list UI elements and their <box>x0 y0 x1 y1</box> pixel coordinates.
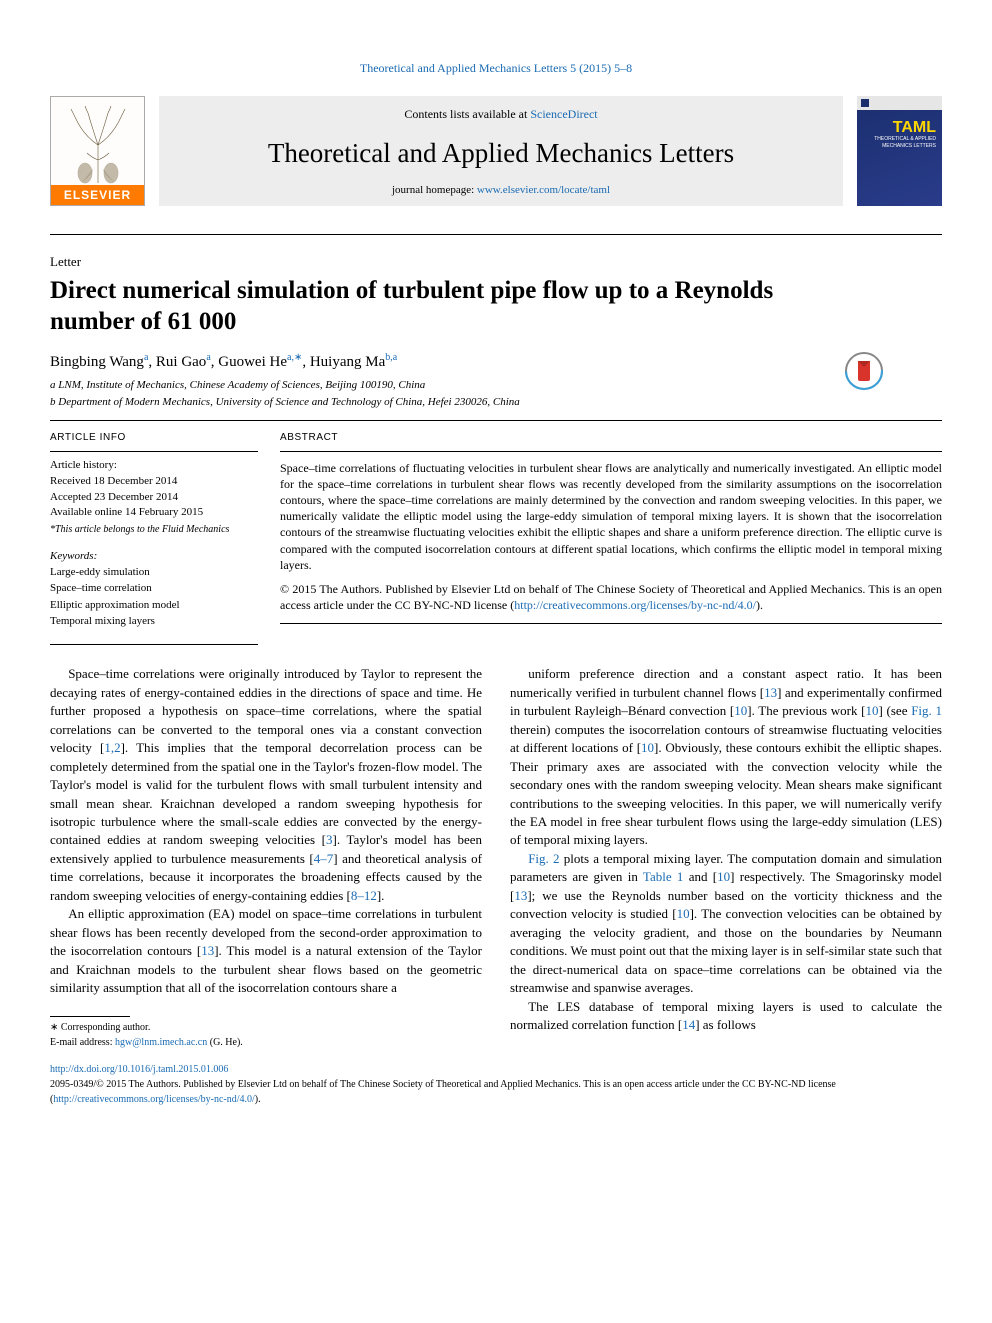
ref-link[interactable]: 14 <box>682 1017 695 1032</box>
body-para: The LES database of temporal mixing laye… <box>510 998 942 1035</box>
author: Rui Gaoa <box>156 354 211 370</box>
doi-link[interactable]: http://dx.doi.org/10.1016/j.taml.2015.01… <box>50 1064 228 1075</box>
bottom-copyright: 2095-0349/© 2015 The Authors. Published … <box>50 1078 942 1107</box>
cover-sub: THEORETICAL & APPLIED MECHANICS LETTERS <box>857 136 936 150</box>
history-item: Available online 14 February 2015 <box>50 505 258 521</box>
elsevier-logo[interactable]: ELSEVIER <box>50 96 145 206</box>
body-para: Fig. 2 plots a temporal mixing layer. Th… <box>510 850 942 998</box>
meta-row: ARTICLE INFO Article history: Received 1… <box>50 431 942 634</box>
affiliation-b: b Department of Modern Mechanics, Univer… <box>50 395 942 410</box>
article-title: Direct numerical simulation of turbulent… <box>50 275 810 338</box>
history-item: Article history: <box>50 458 258 474</box>
running-head: Theoretical and Applied Mechanics Letter… <box>50 60 942 76</box>
history-item: Received 18 December 2014 <box>50 474 258 490</box>
cover-title: TAML THEORETICAL & APPLIED MECHANICS LET… <box>857 120 936 150</box>
homepage-line: journal homepage: www.elsevier.com/locat… <box>179 183 823 198</box>
ref-link[interactable]: 13 <box>514 888 527 903</box>
elsevier-tree-icon <box>63 105 133 185</box>
abstract-copyright: © 2015 The Authors. Published by Elsevie… <box>280 581 942 613</box>
article-info-head: ARTICLE INFO <box>50 431 258 445</box>
article-info: ARTICLE INFO Article history: Received 1… <box>50 431 258 634</box>
keyword: Large-eddy simulation <box>50 564 258 581</box>
ref-link[interactable]: 10 <box>641 740 654 755</box>
abstract-head: ABSTRACT <box>280 431 942 445</box>
ref-link[interactable]: 10 <box>677 906 690 921</box>
ref-link[interactable]: 4–7 <box>314 851 334 866</box>
crossmark-badge[interactable] <box>844 351 884 391</box>
ref-link[interactable]: 13 <box>764 685 777 700</box>
section-label: Letter <box>50 253 942 271</box>
body-para: An elliptic approximation (EA) model on … <box>50 905 482 997</box>
contents-line: Contents lists available at ScienceDirec… <box>179 106 823 122</box>
body-text: Space–time correlations were originally … <box>50 665 942 1050</box>
doi-line: http://dx.doi.org/10.1016/j.taml.2015.01… <box>50 1063 942 1078</box>
meta-top-rule <box>50 420 942 421</box>
cover-thumbnail[interactable]: TAML THEORETICAL & APPLIED MECHANICS LET… <box>857 96 942 206</box>
fig-link[interactable]: Fig. 1 <box>911 703 942 718</box>
abstract: ABSTRACT Space–time correlations of fluc… <box>258 431 942 634</box>
contents-prefix: Contents lists available at <box>404 107 530 121</box>
body-para: Space–time correlations were originally … <box>50 665 482 905</box>
body-para: uniform preference direction and a const… <box>510 665 942 850</box>
corresponding-note: ∗ Corresponding author. <box>50 1021 482 1036</box>
author: Bingbing Wanga <box>50 354 148 370</box>
history-bottom-rule <box>50 644 258 645</box>
ref-link[interactable]: 10 <box>866 703 879 718</box>
elsevier-label: ELSEVIER <box>51 185 144 205</box>
cc-link[interactable]: http://creativecommons.org/licenses/by-n… <box>514 598 756 612</box>
journal-name: Theoretical and Applied Mechanics Letter… <box>179 135 823 171</box>
cover-acronym: TAML <box>857 120 936 136</box>
keyword: Temporal mixing layers <box>50 613 258 630</box>
running-head-link[interactable]: Theoretical and Applied Mechanics Letter… <box>360 61 632 75</box>
bottom-footnotes: http://dx.doi.org/10.1016/j.taml.2015.01… <box>50 1063 942 1108</box>
authors: Bingbing Wanga, Rui Gaoa, Guowei Hea,∗, … <box>50 351 942 372</box>
abstract-text: Space–time correlations of fluctuating v… <box>280 460 942 573</box>
cc-link-bottom[interactable]: http://creativecommons.org/licenses/by-n… <box>53 1094 254 1105</box>
grant-line: *This article belongs to the Fluid Mecha… <box>50 523 258 537</box>
fig-link[interactable]: Fig. 2 <box>528 851 559 866</box>
ref-link[interactable]: 8–12 <box>351 888 377 903</box>
homepage-url[interactable]: www.elsevier.com/locate/taml <box>477 184 610 196</box>
email-link[interactable]: hgw@lnm.imech.ac.cn <box>115 1037 207 1048</box>
keyword: Elliptic approximation model <box>50 597 258 614</box>
table-link[interactable]: Table 1 <box>643 869 684 884</box>
keywords-head: Keywords: <box>50 549 258 564</box>
keyword: Space–time correlation <box>50 580 258 597</box>
page: Theoretical and Applied Mechanics Letter… <box>0 0 992 1148</box>
masthead-center: Contents lists available at ScienceDirec… <box>159 96 843 206</box>
masthead-divider <box>50 234 942 235</box>
email-note: E-mail address: hgw@lnm.imech.ac.cn (G. … <box>50 1036 482 1051</box>
history-item: Accepted 23 December 2014 <box>50 490 258 506</box>
ref-link[interactable]: 10 <box>717 869 730 884</box>
homepage-prefix: journal homepage: <box>392 184 477 196</box>
ref-link[interactable]: 10 <box>734 703 747 718</box>
affiliation-a: a LNM, Institute of Mechanics, Chinese A… <box>50 378 942 393</box>
footnotes: ∗ Corresponding author. E-mail address: … <box>50 1016 482 1051</box>
ref-link[interactable]: 13 <box>201 943 214 958</box>
masthead: ELSEVIER Contents lists available at Sci… <box>50 96 942 206</box>
ref-link[interactable]: 1,2 <box>104 740 120 755</box>
cover-bar <box>857 96 942 110</box>
sciencedirect-link[interactable]: ScienceDirect <box>530 107 597 121</box>
author: Huiyang Mab,a <box>310 354 397 370</box>
author: Guowei Hea,∗ <box>218 354 302 370</box>
